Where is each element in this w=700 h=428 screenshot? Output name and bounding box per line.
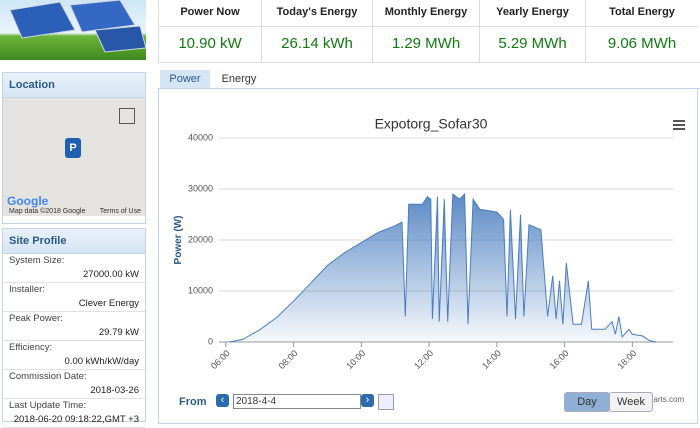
map-marker[interactable]: P xyxy=(65,138,81,158)
chart-panel: Expotorg_Sofar30 Power (W) 0 10000 20000 30… xyxy=(158,88,698,424)
y-tick-label: 40000 xyxy=(188,132,213,142)
stat-label: Yearly Energy xyxy=(480,0,585,27)
day-button[interactable]: Day xyxy=(564,392,610,412)
banner-image xyxy=(0,0,146,60)
chart: Expotorg_Sofar30 Power (W) 0 10000 20000 30… xyxy=(173,116,685,371)
from-label: From xyxy=(179,396,207,408)
profile-row: Efficiency: 0.00 kWh/kW/day xyxy=(3,341,145,370)
y-tick-label: 10000 xyxy=(188,285,213,295)
profile-row: System Size: 27000.00 kW xyxy=(3,254,145,283)
chart-title: Expotorg_Sofar30 xyxy=(375,116,488,132)
map[interactable]: P Google Map data ©2018 Google Terms of … xyxy=(3,98,145,216)
profile-value: 29.79 kW xyxy=(98,327,139,338)
y-tick-label: 20000 xyxy=(188,234,213,244)
stat-cell: Yearly Energy 5.29 MWh xyxy=(479,0,585,62)
y-axis-label: Power (W) xyxy=(173,216,184,265)
profile-value: Clever Energy xyxy=(78,298,139,309)
profile-label: System Size: xyxy=(9,255,65,266)
site-profile-panel: Site Profile System Size: 27000.00 kW Inst… xyxy=(2,228,146,428)
stats-table: Power Now 10.90 kW Today's Energy 26.14 kWh… xyxy=(158,0,700,63)
calendar-button[interactable] xyxy=(378,394,394,410)
map-logo: Google xyxy=(7,194,49,208)
stat-cell: Monthly Energy 1.29 MWh xyxy=(372,0,479,62)
date-input[interactable]: 2018-4-4 xyxy=(233,394,361,409)
tabs: Power Energy xyxy=(158,70,700,89)
profile-value: 2018-03-26 xyxy=(90,385,139,396)
profile-row: Commission Date: 2018-03-26 xyxy=(3,370,145,399)
y-tick-label: 0 xyxy=(208,336,213,346)
tab[interactable]: Power xyxy=(160,70,210,88)
profile-row: Installer: Clever Energy xyxy=(3,283,145,312)
stat-label: Power Now xyxy=(159,0,261,27)
area-line xyxy=(229,192,657,343)
x-tick-label: 06:00 xyxy=(209,348,232,371)
profile-label: Efficiency: xyxy=(9,342,53,353)
stat-cell: Power Now 10.90 kW xyxy=(158,0,261,62)
credit: charts.com xyxy=(645,395,685,404)
profile-label: Installer: xyxy=(9,284,45,295)
panel-title: Location xyxy=(3,73,145,98)
location-panel: Location P Google Map data ©2018 Google … xyxy=(2,72,146,224)
panel-title: Site Profile xyxy=(3,229,145,254)
stat-cell: Today's Energy 26.14 kWh xyxy=(261,0,372,62)
profile-label: Last Update Time: xyxy=(9,400,87,411)
stat-label: Today's Energy xyxy=(262,0,372,27)
stat-value: 9.06 MWh xyxy=(607,35,677,52)
next-button[interactable]: › xyxy=(361,394,374,407)
x-tick-label: 08:00 xyxy=(277,348,300,371)
profile-value: 0.00 kWh/kW/day xyxy=(64,356,139,367)
stat-value: 10.90 kW xyxy=(178,35,242,52)
stat-value: 1.29 MWh xyxy=(391,35,461,52)
stat-label: Monthly Energy xyxy=(373,0,479,27)
y-tick-label: 30000 xyxy=(188,183,213,193)
x-tick-label: 14:00 xyxy=(480,348,503,371)
x-tick-label: 16:00 xyxy=(548,348,571,371)
area-fill xyxy=(229,194,657,342)
profile-row: Last Update Time: 2018-06-20 09:18:22,GMT… xyxy=(3,399,145,428)
stat-cell: Total Energy 9.06 MWh xyxy=(585,0,698,62)
profile-value: 27000.00 kW xyxy=(83,269,139,280)
prev-button[interactable]: ‹ xyxy=(216,394,229,407)
stat-value: 5.29 MWh xyxy=(498,35,567,52)
profile-row: Peak Power: 29.79 kW xyxy=(3,312,145,341)
fullscreen-button[interactable] xyxy=(119,108,135,124)
x-tick-label: 12:00 xyxy=(412,348,435,371)
menu-button[interactable] xyxy=(673,120,685,130)
profile-value: 2018-06-20 09:18:22,GMT +3 xyxy=(13,414,139,425)
week-button[interactable]: Week xyxy=(609,392,653,412)
stat-label: Total Energy xyxy=(586,0,698,27)
profile-label: Commission Date: xyxy=(9,371,87,382)
x-tick-label: 10:00 xyxy=(344,348,367,371)
map-credit: Map data ©2018 Google xyxy=(9,208,86,215)
stat-value: 26.14 kWh xyxy=(281,35,353,52)
tab[interactable]: Energy xyxy=(221,73,257,85)
map-terms[interactable]: Terms of Use xyxy=(99,208,141,215)
profile-label: Peak Power: xyxy=(9,313,63,324)
x-tick-label: 18:00 xyxy=(615,348,638,371)
